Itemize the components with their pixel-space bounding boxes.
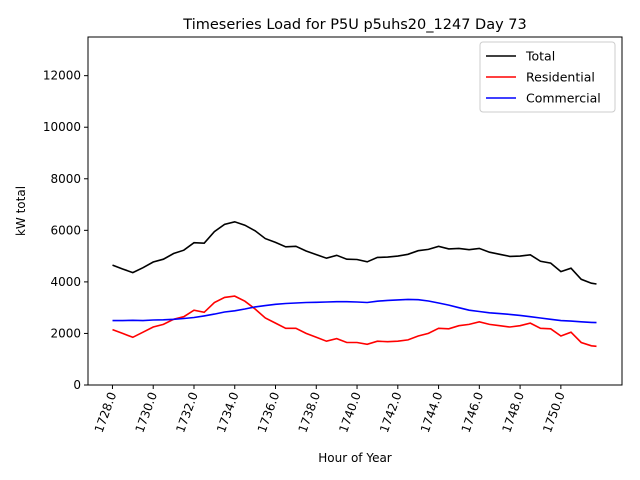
x-tick-label: 1736.0 [255, 390, 283, 434]
x-tick-label: 1746.0 [459, 390, 487, 434]
y-axis-label: kW total [14, 186, 28, 236]
legend-label-commercial: Commercial [526, 91, 601, 106]
legend-label-residential: Residential [526, 70, 595, 85]
x-tick-label: 1748.0 [499, 390, 527, 434]
y-tick-label: 8000 [50, 172, 81, 186]
series-line-residential [112, 295, 597, 348]
x-tick-label: 1738.0 [296, 390, 324, 434]
series-line-total [112, 220, 597, 285]
y-tick-label: 6000 [50, 223, 81, 237]
x-tick-label: 1728.0 [92, 390, 120, 434]
y-tick-label: 2000 [50, 326, 81, 340]
legend-label-total: Total [525, 49, 555, 64]
x-tick-label: 1732.0 [173, 390, 201, 434]
x-tick-label: 1734.0 [214, 390, 242, 434]
legend: Total Residential Commercial [479, 41, 616, 113]
chart-title: Timeseries Load for P5U p5uhs20_1247 Day… [182, 17, 526, 33]
x-tick-label: 1744.0 [418, 390, 446, 434]
y-tick-label: 10000 [43, 120, 81, 134]
y-tick-label: 12000 [43, 69, 81, 83]
y-tick-label: 4000 [50, 275, 81, 289]
x-axis-label: Hour of Year [318, 451, 392, 465]
x-tick-label: 1740.0 [336, 390, 364, 434]
x-tick-label: 1750.0 [540, 390, 568, 434]
y-tick-label: 0 [73, 378, 81, 392]
y-axis: 0 2000 4000 6000 8000 10000 12000 [43, 69, 88, 392]
series-line-commercial [112, 298, 597, 324]
x-tick-label: 1742.0 [377, 390, 405, 434]
x-axis: 1728.0 1730.0 1732.0 1734.0 1736.0 1738.0 1740… [92, 385, 568, 434]
x-tick-label: 1730.0 [133, 390, 161, 434]
plot-frame [87, 36, 623, 386]
legend-box [479, 41, 616, 113]
series-layer [112, 220, 597, 348]
